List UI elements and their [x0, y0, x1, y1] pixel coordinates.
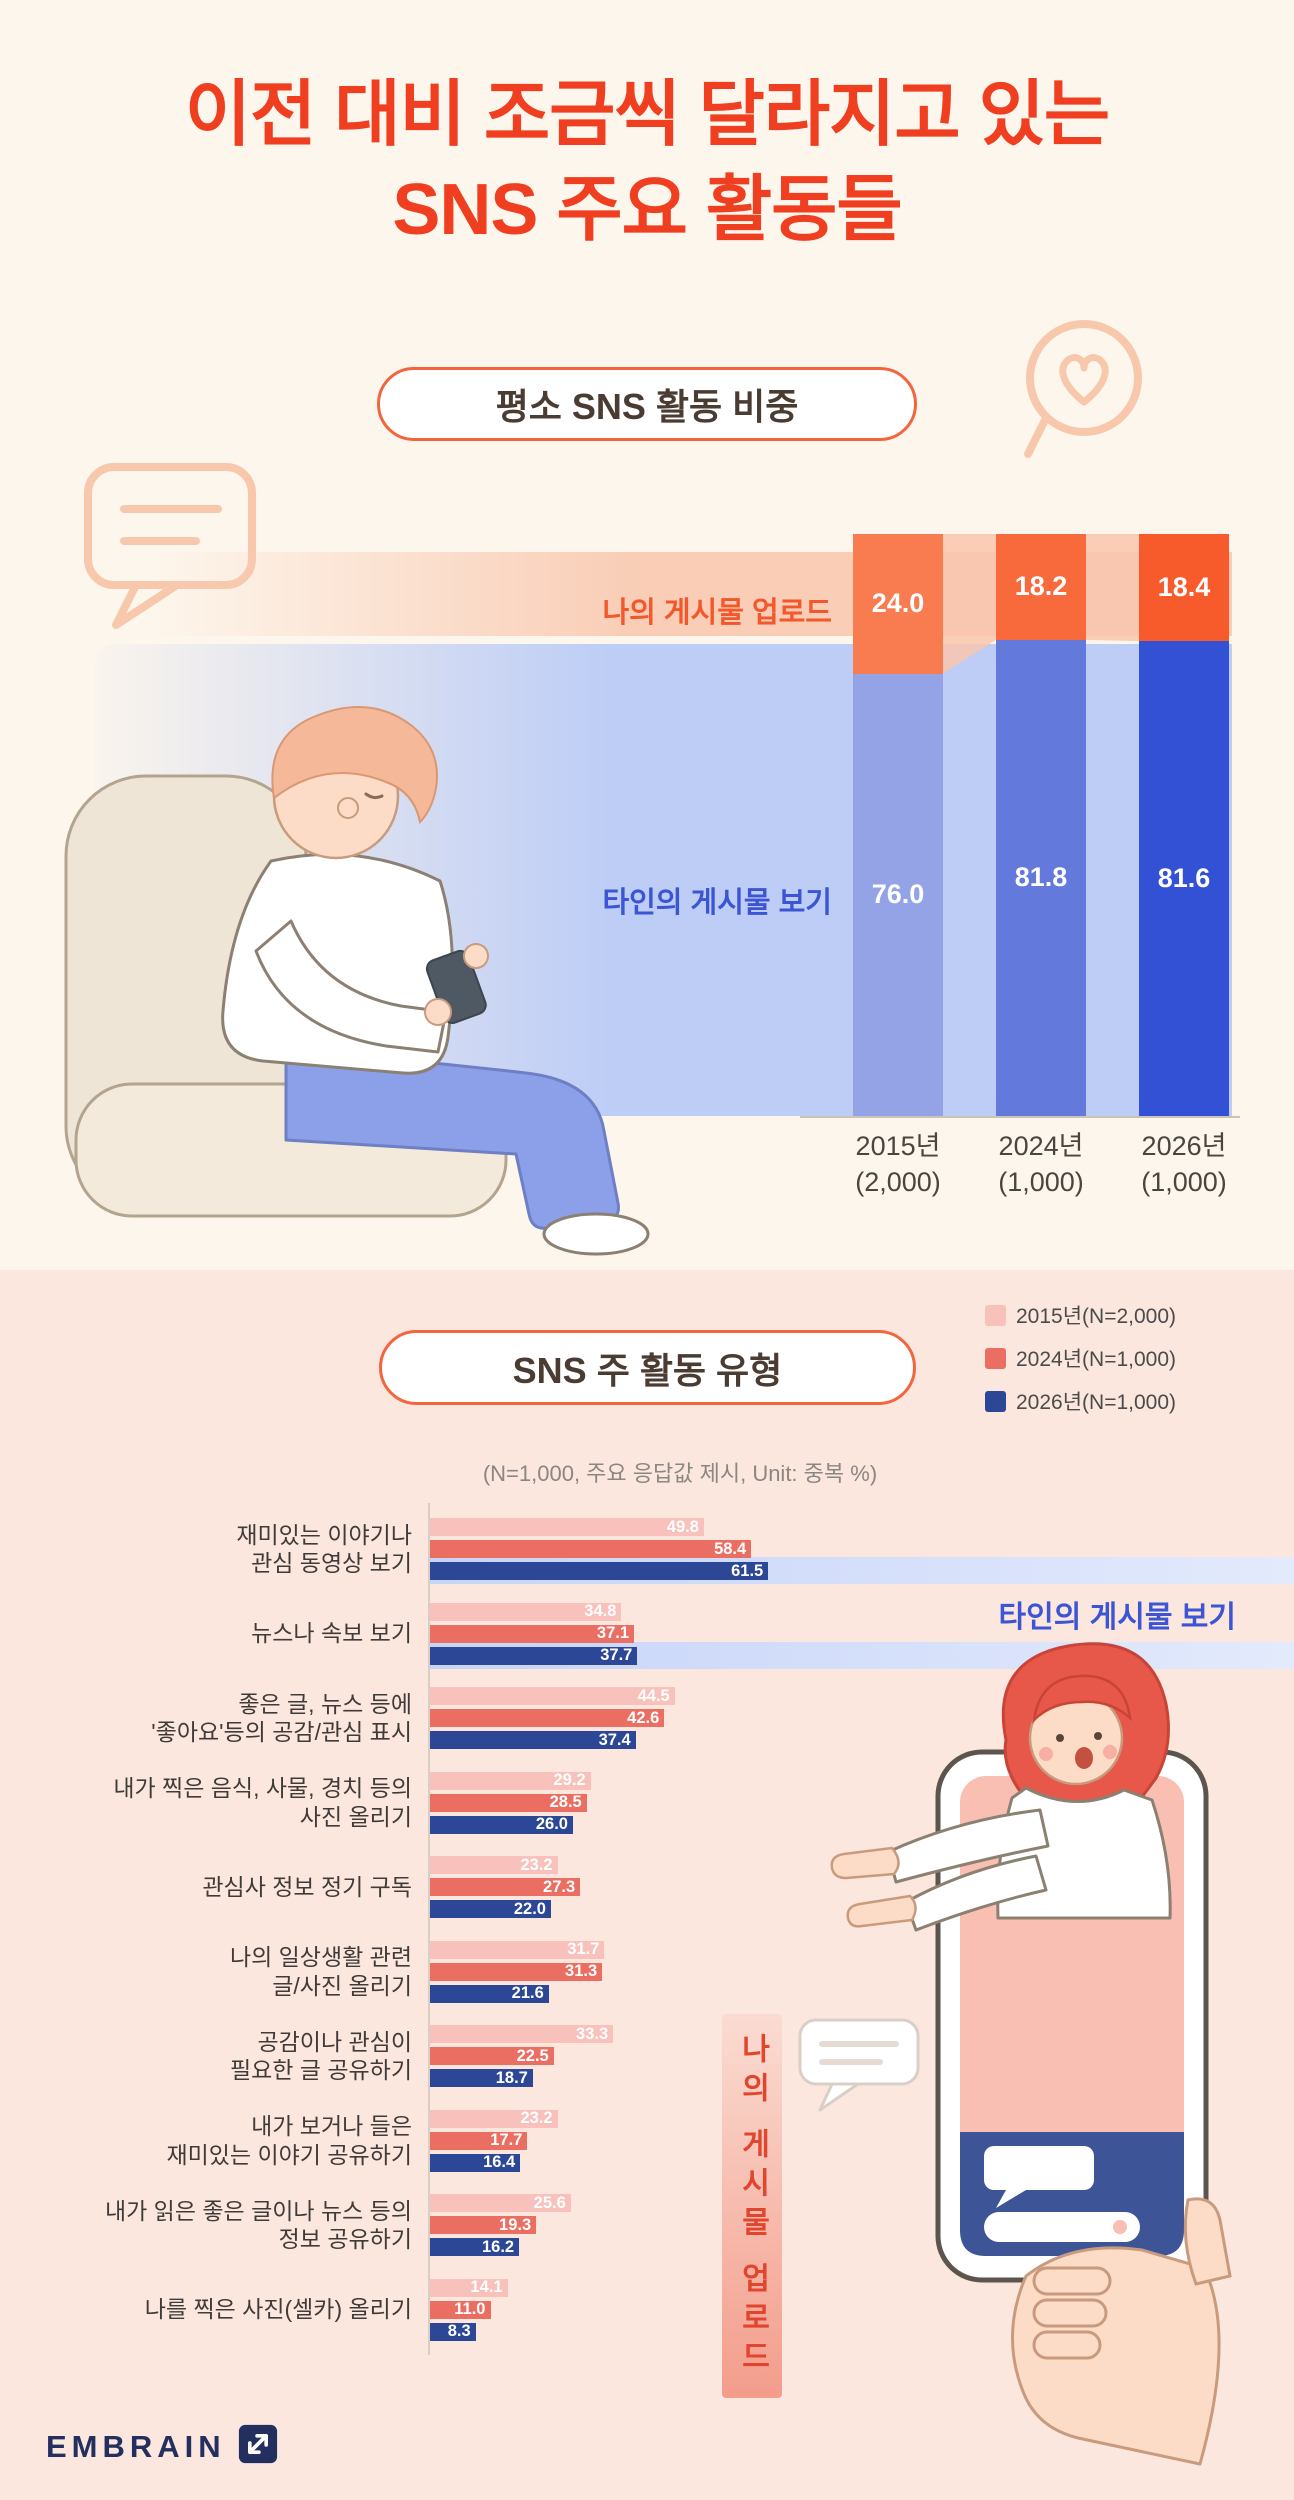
embrain-logo-icon	[238, 2424, 278, 2469]
activity-type-badge-label: SNS 주 활동 유형	[512, 1349, 783, 1391]
legend-label: 2024년(N=1,000)	[1016, 1348, 1177, 1371]
activity-type-badge: SNS 주 활동 유형	[379, 1330, 916, 1405]
sns-activity-share-chart: 24.0 76.0 2015년 (2,000) 18.2 81.8 2024년 (1,00…	[853, 534, 1229, 1198]
legend-item-3: 2026년(N=1,000)	[985, 1386, 1176, 1416]
view-series-label: 타인의 게시물 보기	[602, 887, 832, 919]
woman-in-phone-illustration	[788, 1640, 1292, 2475]
person-on-phone-illustration	[36, 656, 756, 1271]
page-title: 이전 대비 조금씩 달라지고 있는 SNS 주요 활동들	[0, 68, 1294, 258]
chart-axis-line	[428, 1503, 430, 2355]
mine-band-label: 나의 게시물 업로드	[736, 2032, 769, 2380]
embrain-logo: EMBRAIN	[46, 2424, 278, 2469]
x-axis-label: 2026년 (1,000)	[1141, 1131, 1227, 1198]
segment-view: 81.8	[996, 639, 1086, 1116]
embrain-logo-text: EMBRAIN	[46, 2428, 226, 2464]
others-band-label: 타인의 게시물 보기	[998, 1601, 1236, 1634]
legend-label: 2015년(N=2,000)	[1016, 1305, 1177, 1328]
legend-swatch	[985, 1304, 1006, 1326]
mine-band: 나의 게시물 업로드	[722, 2014, 782, 2398]
stacked-bar-col1: 24.0 76.0	[853, 534, 943, 1116]
page-title-line1: 이전 대비 조금씩 달라지고 있는	[184, 75, 1110, 155]
page-title-line2: SNS 주요 활동들	[392, 170, 902, 251]
stacked-bar-col3: 18.4 81.6	[1139, 534, 1229, 1116]
x-axis-label: 2024년 (1,000)	[998, 1131, 1084, 1198]
heart-bubble-icon	[1002, 306, 1162, 471]
chart-note: (N=1,000, 주요 응답값 제시, Unit: 중복 %)	[482, 1461, 878, 1486]
chart-baseline	[800, 1116, 1240, 1118]
legend-swatch	[985, 1347, 1006, 1369]
activity-share-badge-label: 평소 SNS 활동 비중	[495, 386, 799, 427]
segment-upload: 18.4	[1139, 534, 1229, 642]
legend-label: 2026년(N=1,000)	[1016, 1391, 1177, 1414]
segment-view: 81.6	[1139, 641, 1229, 1116]
segment-upload: 18.2	[996, 534, 1086, 640]
stacked-bar-col2: 18.2 81.8	[996, 534, 1086, 1116]
upload-series-label: 나의 게시물 업로드	[602, 597, 832, 629]
segment-upload: 24.0	[853, 534, 943, 674]
chart-legend: 2015년(N=2,000) 2024년(N=1,000) 2026년(N=1,00…	[985, 1300, 1176, 1416]
segment-view: 76.0	[853, 673, 943, 1116]
others-band-row1	[430, 1557, 1294, 1584]
legend-item-2: 2024년(N=1,000)	[985, 1343, 1176, 1373]
x-axis-label: 2015년 (2,000)	[855, 1131, 941, 1198]
legend-swatch	[985, 1390, 1006, 1412]
legend-item-1: 2015년(N=2,000)	[985, 1300, 1176, 1330]
activity-share-badge: 평소 SNS 활동 비중	[377, 367, 917, 441]
